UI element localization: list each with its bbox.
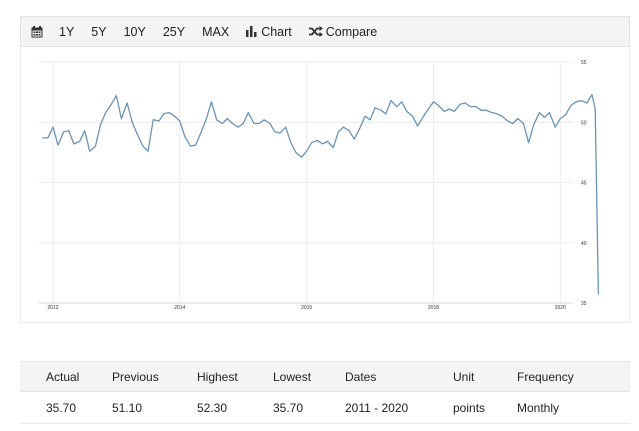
range-1y-button[interactable]: 1Y xyxy=(59,24,75,39)
range-25y-button[interactable]: 25Y xyxy=(162,24,186,39)
stats-value-lowest: 35.70 xyxy=(273,391,345,424)
shuffle-icon xyxy=(308,26,323,37)
stats-header-actual: Actual xyxy=(20,361,112,392)
chart-toolbar: 1Y 5Y 10Y 25Y MAX Chart Compare xyxy=(20,16,630,47)
stats-header-lowest: Lowest xyxy=(273,361,345,392)
line-chart[interactable]: 55 50 45 40 35 2012 2014 2016 2018 2020 xyxy=(21,48,631,323)
bar-chart-icon xyxy=(246,26,257,37)
compare-label: Compare xyxy=(325,24,378,39)
stats-header-previous: Previous xyxy=(112,361,197,392)
chart-area: 55 50 45 40 35 2012 2014 2016 2018 2020 xyxy=(20,48,630,323)
compare-button[interactable]: Compare xyxy=(308,24,378,39)
stats-value-previous: 51.10 xyxy=(112,391,197,424)
calendar-button[interactable] xyxy=(31,25,43,38)
y-tick-label: 40 xyxy=(581,241,587,247)
x-tick-label: 2018 xyxy=(428,305,439,311)
chart-type-button[interactable]: Chart xyxy=(246,25,292,39)
x-tick-label: 2016 xyxy=(301,305,312,311)
stats-table: Actual Previous Highest Lowest Dates Uni… xyxy=(20,361,630,424)
y-tick-label: 35 xyxy=(581,301,587,307)
x-tick-label: 2020 xyxy=(555,305,566,311)
stats-value-frequency: Monthly xyxy=(517,391,630,424)
chart-type-label: Chart xyxy=(261,24,292,39)
stats-header-frequency: Frequency xyxy=(517,361,630,392)
stats-header-highest: Highest xyxy=(197,361,273,392)
stats-value-dates: 2011 - 2020 xyxy=(345,391,453,424)
calendar-icon xyxy=(31,25,43,37)
range-10y-button[interactable]: 10Y xyxy=(123,24,146,39)
y-tick-label: 55 xyxy=(581,60,587,66)
range-max-button[interactable]: MAX xyxy=(202,24,230,39)
x-tick-label: 2014 xyxy=(174,305,185,311)
stats-value-unit: points xyxy=(453,391,517,424)
stats-value-actual: 35.70 xyxy=(20,391,112,424)
range-5y-button[interactable]: 5Y xyxy=(91,24,107,39)
stats-value-row: 35.70 51.10 52.30 35.70 2011 - 2020 poin… xyxy=(20,391,630,424)
stats-value-highest: 52.30 xyxy=(197,391,273,424)
y-tick-label: 45 xyxy=(581,181,587,187)
stats-header-dates: Dates xyxy=(345,361,453,392)
y-tick-label: 50 xyxy=(581,120,587,126)
stats-header-row: Actual Previous Highest Lowest Dates Uni… xyxy=(20,361,630,392)
stats-header-unit: Unit xyxy=(453,361,517,392)
x-tick-label: 2012 xyxy=(47,305,58,311)
series-line xyxy=(42,93,600,295)
